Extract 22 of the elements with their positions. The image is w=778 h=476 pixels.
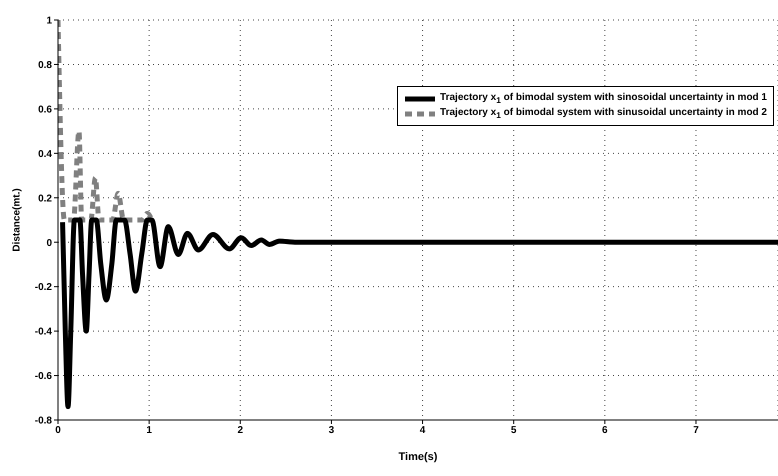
legend-label: Trajectory x$_{1}$ of bimodal system with sinosoidal uncertainty in mod 1	[440, 92, 767, 105]
y-tick-label: -0.6	[34, 371, 52, 382]
y-tick-label: 0.6	[38, 104, 52, 116]
y-tick-label: -0.4	[34, 326, 52, 338]
x-tick-label: 6	[602, 425, 608, 436]
y-tick-label: 0.8	[38, 60, 52, 71]
legend-label: Trajectory x$_{1}$ of bimodal system with sinusoidal uncertainty in mod 2	[440, 107, 767, 120]
y-tick-label: 0.2	[38, 193, 52, 204]
y-tick-label: 0	[46, 238, 52, 249]
x-tick-label: 1	[146, 425, 152, 436]
x-tick-label: 4	[420, 425, 426, 436]
y-tick-label: -0.8	[34, 416, 52, 427]
y-tick-label: 0.4	[38, 148, 52, 160]
y-axis-title: Distance(mt.)	[12, 188, 23, 252]
y-tick-label: 1	[46, 16, 52, 27]
x-tick-label: 7	[693, 425, 700, 436]
x-axis-title: Time(s)	[398, 451, 438, 463]
x-tick-label: 5	[510, 425, 517, 436]
x-tick-label: 0	[55, 425, 62, 436]
x-tick-label: 3	[328, 425, 335, 436]
y-tick-label: -0.2	[34, 282, 52, 294]
x-tick-label: 2	[237, 425, 244, 436]
